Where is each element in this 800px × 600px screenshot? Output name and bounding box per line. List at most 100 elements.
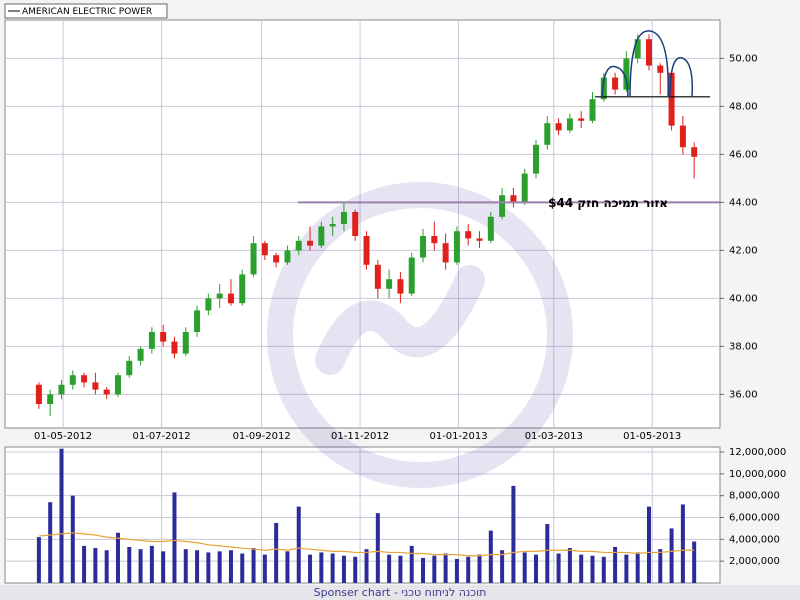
volume-bar bbox=[319, 552, 324, 583]
volume-bar bbox=[500, 550, 505, 583]
watermark bbox=[267, 182, 573, 488]
volume-bar bbox=[567, 548, 572, 583]
volume-bar bbox=[228, 550, 233, 583]
volume-bar bbox=[285, 551, 290, 583]
x-tick-label: 01-03-2013 bbox=[525, 431, 583, 442]
volume-bar bbox=[443, 553, 448, 583]
volume-bar bbox=[511, 485, 516, 583]
volume-bar bbox=[330, 553, 335, 583]
x-tick-label: 01-01-2013 bbox=[429, 431, 487, 442]
volume-bar bbox=[206, 552, 211, 583]
candle-body bbox=[453, 231, 460, 263]
candle-body bbox=[420, 236, 427, 258]
candle-body bbox=[487, 216, 494, 241]
candle-body bbox=[284, 250, 291, 263]
candle-body bbox=[533, 144, 540, 174]
volume-bar bbox=[161, 551, 166, 583]
y-tick-label: 4,000,000 bbox=[729, 534, 780, 545]
candle-body bbox=[634, 39, 641, 59]
footer-bar bbox=[0, 585, 800, 600]
volume-bar bbox=[149, 545, 154, 583]
y-tick-label: 42.00 bbox=[729, 245, 758, 256]
volume-bar bbox=[251, 548, 256, 583]
volume-bar bbox=[658, 549, 663, 583]
marks bbox=[35, 34, 720, 583]
volume-panel bbox=[4, 446, 721, 584]
head-shoulders bbox=[601, 30, 694, 98]
volume-bar bbox=[579, 554, 584, 583]
candle-body bbox=[171, 341, 178, 354]
candle-body bbox=[555, 123, 562, 131]
candle-body bbox=[182, 332, 189, 354]
volume-bar bbox=[635, 552, 640, 583]
candle-body bbox=[69, 375, 76, 385]
volume-bar bbox=[36, 537, 41, 583]
volume-bar bbox=[93, 548, 98, 583]
volume-bar bbox=[556, 553, 561, 583]
volume-bar bbox=[70, 495, 75, 583]
volume-bar bbox=[477, 554, 482, 583]
y-tick-label: 36.00 bbox=[729, 389, 758, 400]
candle-body bbox=[148, 332, 155, 349]
candle-body bbox=[307, 240, 314, 246]
candle-body bbox=[137, 348, 144, 361]
candle-body bbox=[612, 77, 619, 90]
x-tick-label: 01-07-2012 bbox=[132, 431, 190, 442]
legend-label: AMERICAN ELECTRIC POWER bbox=[22, 7, 152, 17]
candle-body bbox=[566, 118, 573, 131]
watermark-ring bbox=[267, 182, 573, 488]
volume-bar bbox=[308, 554, 313, 583]
volume-bar bbox=[82, 545, 87, 583]
candle-body bbox=[216, 293, 223, 299]
head-arc bbox=[629, 30, 669, 98]
candle-body bbox=[668, 72, 675, 126]
right-shoulder-arc bbox=[669, 57, 694, 98]
candle-body bbox=[691, 147, 698, 157]
volume-bar bbox=[421, 557, 426, 583]
volume-bar bbox=[522, 552, 527, 583]
volume-bar bbox=[624, 554, 629, 583]
footer-text: Sponser chart - תוכנה לניתוח טכני bbox=[314, 586, 487, 599]
volume-bar bbox=[59, 448, 64, 583]
volume-bar bbox=[138, 549, 143, 583]
volume-bar bbox=[398, 555, 403, 583]
volume-bar bbox=[262, 554, 267, 583]
volume-bar bbox=[183, 549, 188, 583]
candle-body bbox=[521, 173, 528, 203]
y-tick-label: 12,000,000 bbox=[729, 447, 786, 458]
volume-bar bbox=[646, 506, 651, 583]
volume-bar bbox=[534, 554, 539, 583]
volume-bar bbox=[195, 550, 200, 583]
candle-body bbox=[261, 243, 268, 256]
y-tick-label: 40.00 bbox=[729, 293, 758, 304]
candle-body bbox=[510, 195, 517, 203]
volume-bar bbox=[240, 553, 245, 583]
volume-bar bbox=[613, 546, 618, 583]
candle-body bbox=[160, 332, 167, 342]
candle-body bbox=[47, 394, 54, 404]
volume-bar bbox=[590, 555, 595, 583]
candle-body bbox=[499, 195, 506, 217]
legend-box bbox=[4, 3, 168, 19]
y-tick-label: 50.00 bbox=[729, 53, 758, 64]
volume-bar bbox=[341, 555, 346, 583]
candle-body bbox=[386, 279, 393, 289]
candle-body bbox=[623, 58, 630, 90]
candle-body bbox=[329, 224, 336, 227]
candle-body bbox=[645, 39, 652, 66]
candle-body bbox=[92, 382, 99, 390]
volume-bar bbox=[488, 530, 493, 583]
volume-bar bbox=[217, 551, 222, 583]
x-tick-label: 01-09-2012 bbox=[233, 431, 291, 442]
volume-bar bbox=[669, 528, 674, 583]
x-tick-label: 01-05-2012 bbox=[34, 431, 92, 442]
candle-body bbox=[363, 236, 370, 265]
candle-body bbox=[318, 226, 325, 246]
volume-bar bbox=[104, 550, 109, 583]
volume-bar bbox=[364, 549, 369, 583]
candle-body bbox=[81, 375, 88, 383]
candle-body bbox=[600, 77, 607, 100]
support-label: אזור תמיכה חזק $44 bbox=[548, 196, 668, 210]
candle-body bbox=[431, 236, 438, 244]
x-tick-label: 01-05-2013 bbox=[623, 431, 681, 442]
